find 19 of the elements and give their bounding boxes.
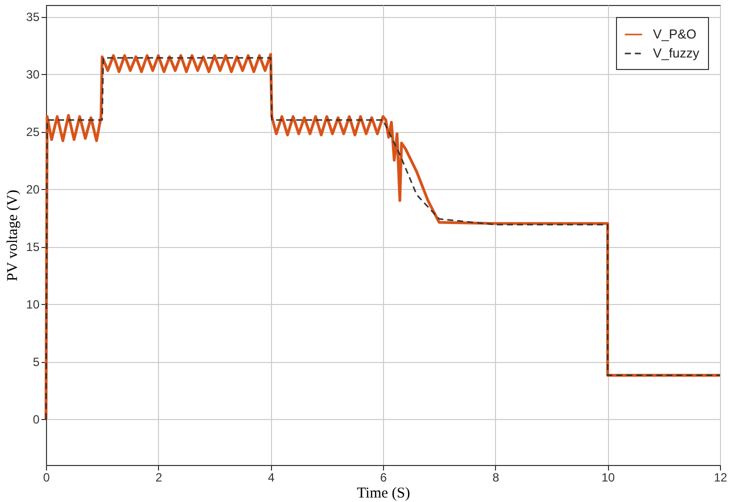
- y-tick-label: 15: [26, 240, 40, 254]
- y-tick-label: 25: [26, 125, 40, 139]
- x-tick-label: 10: [601, 470, 616, 484]
- y-tick-label: 10: [26, 298, 40, 312]
- y-tick-label: 30: [26, 68, 40, 82]
- x-tick-label: 2: [155, 470, 162, 484]
- y-tick-label: 20: [26, 182, 40, 196]
- x-tick-label: 8: [492, 470, 500, 484]
- y-tick-label: 35: [26, 10, 40, 24]
- x-tick-label: 12: [714, 470, 728, 484]
- y-tick-label: 0: [32, 412, 40, 426]
- x-tick-label: 4: [268, 470, 275, 484]
- x-tick-label: 6: [380, 470, 388, 484]
- x-tick-label: 0: [43, 470, 50, 484]
- legend-label: V_P&O: [653, 26, 696, 42]
- y-tick-label: 5: [32, 355, 40, 369]
- x-axis-title: Time (S): [356, 486, 410, 502]
- legend-label: V_fuzzy: [653, 46, 700, 60]
- y-axis-title: PV voltage (V): [5, 190, 22, 282]
